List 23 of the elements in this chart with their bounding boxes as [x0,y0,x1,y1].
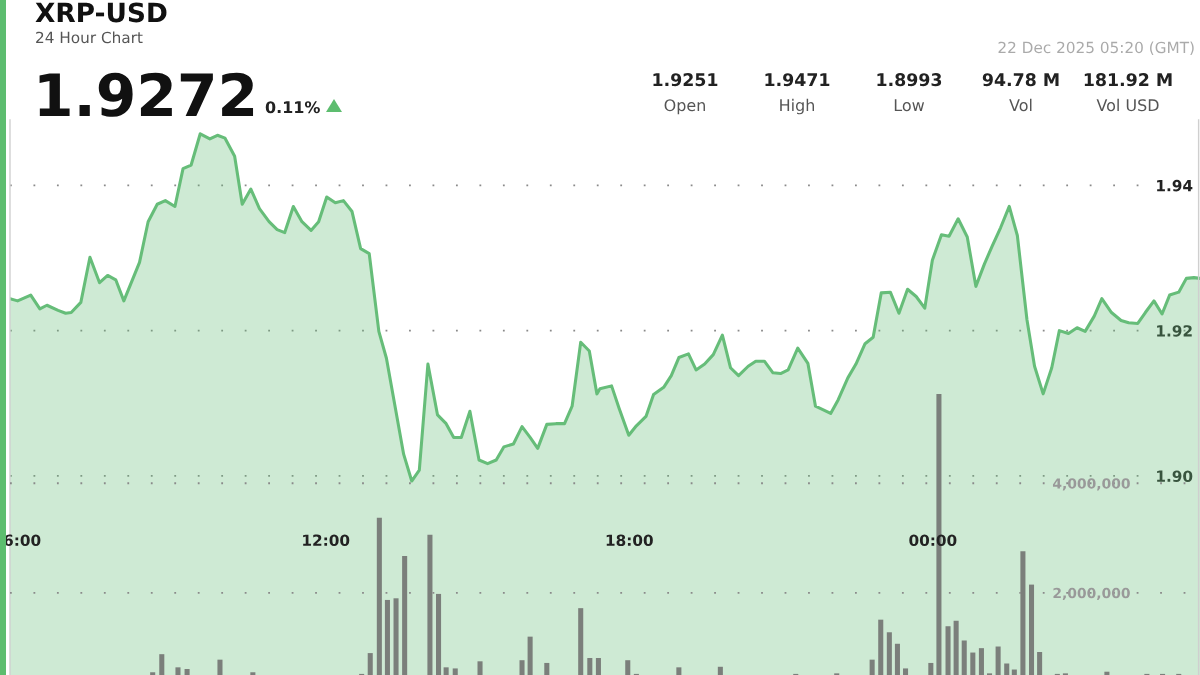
x-tick-label: 12:00 [303,534,350,546]
x-tick-label: 18:00 [606,534,653,546]
y-tick-label: 1.92 [1157,325,1192,337]
text: 1.9251 [653,73,718,87]
text: 1.8993 [877,73,942,87]
text: High [780,98,814,115]
x-tick-label: 00:00 [909,534,957,546]
text: Open [664,99,705,115]
text: 0.11% [265,101,320,114]
y-tick-label: 1.94 [1157,179,1193,192]
text: 181.92 M [1084,73,1172,87]
y2-tick-label: 2,000,000 [1053,587,1130,601]
text: Low [894,99,925,112]
text: 1.9272 [39,72,254,117]
text: 22 Dec 2025 05:20 (GMT) [998,41,1194,56]
text: 94.78 M [982,73,1059,87]
text: Vol USD [1096,98,1159,112]
text: 1.9471 [765,73,830,87]
chart-title: XRP-USD [35,2,167,23]
y2-tick-label: 4,000,000 [1052,478,1130,491]
chart-subtitle: 24 Hour Chart [36,31,143,44]
y-tick-label: 1.90 [1157,470,1193,482]
text: Vol [1009,98,1032,112]
